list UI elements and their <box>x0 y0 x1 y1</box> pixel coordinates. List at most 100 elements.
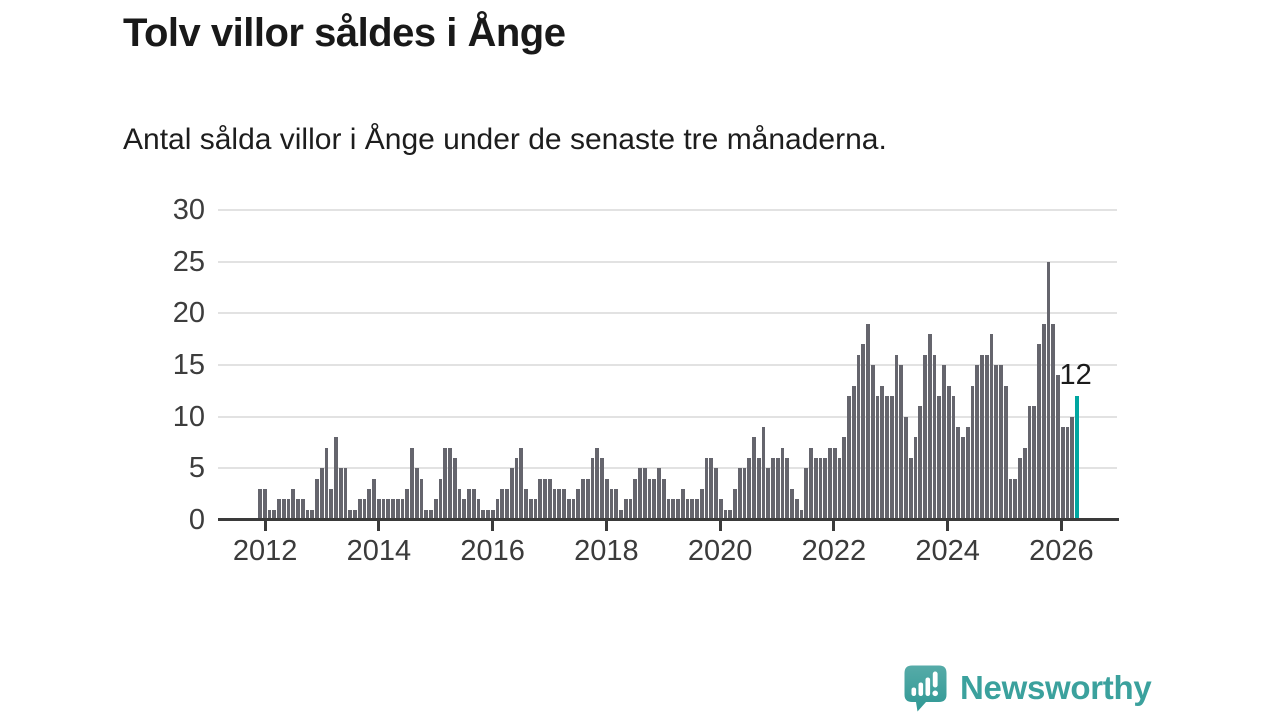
bar <box>471 489 476 520</box>
bar <box>832 447 837 520</box>
bar <box>961 437 965 520</box>
bar <box>942 365 946 520</box>
bar <box>372 478 376 520</box>
bar <box>756 458 761 520</box>
bar <box>324 447 329 520</box>
bar <box>671 499 675 520</box>
plot-area: 12 <box>218 209 1118 520</box>
bar <box>913 437 918 520</box>
bar <box>505 489 509 520</box>
bar <box>533 499 538 520</box>
bar <box>367 489 371 520</box>
bar <box>870 365 875 520</box>
bar <box>918 406 922 520</box>
bar <box>1027 406 1032 520</box>
bar <box>1041 323 1046 520</box>
bar <box>329 489 333 520</box>
bar <box>386 499 390 520</box>
bar <box>514 458 519 520</box>
bar <box>424 509 428 520</box>
bar <box>272 509 276 520</box>
bar <box>680 489 685 520</box>
bar <box>799 509 804 520</box>
bar <box>861 344 865 520</box>
gridline-30 <box>218 209 1117 211</box>
bar <box>557 489 561 520</box>
bar <box>281 499 286 520</box>
bar-series <box>258 210 1079 520</box>
bar <box>999 365 1003 520</box>
bar <box>880 385 884 520</box>
x-tick-label: 2026 <box>1029 535 1094 567</box>
bar <box>495 499 500 520</box>
bar <box>842 437 846 520</box>
bar <box>699 489 704 520</box>
bar <box>286 499 291 520</box>
bar <box>927 334 932 520</box>
x-tick-mark <box>377 521 381 531</box>
bar <box>524 489 528 520</box>
bar <box>956 427 960 520</box>
bar <box>433 499 438 520</box>
bar <box>723 509 728 520</box>
gridline-25 <box>218 260 1117 263</box>
bar <box>718 499 723 520</box>
gridline-15 <box>218 364 1117 366</box>
bar <box>395 499 400 520</box>
bar <box>1032 406 1036 520</box>
bar <box>476 499 481 520</box>
bar <box>1022 447 1027 520</box>
bar <box>657 468 661 520</box>
bar <box>780 447 785 520</box>
bar <box>809 447 813 520</box>
bar <box>899 365 903 520</box>
x-axis-line <box>218 518 1119 521</box>
bar <box>847 396 851 520</box>
page-subtitle: Antal sålda villor i Ånge under de senas… <box>123 123 887 156</box>
bar <box>357 499 362 520</box>
y-tick-label: 30 <box>172 194 205 226</box>
bar <box>258 489 262 520</box>
bar <box>1070 416 1074 520</box>
y-tick-label: 20 <box>172 297 205 330</box>
bar <box>642 468 647 520</box>
bar <box>695 499 699 520</box>
bar <box>733 489 737 520</box>
bar <box>704 458 709 520</box>
bar <box>519 447 523 520</box>
bar <box>975 365 979 520</box>
bar <box>804 468 808 520</box>
bar <box>623 499 628 520</box>
y-tick-label: 25 <box>172 245 205 278</box>
x-tick-mark <box>946 521 950 531</box>
bar <box>851 385 856 520</box>
bar <box>1003 385 1008 520</box>
bar <box>661 478 666 520</box>
bar <box>305 509 310 520</box>
bar <box>666 499 671 520</box>
bar <box>296 499 300 520</box>
bar <box>989 334 994 520</box>
bar <box>965 427 970 520</box>
value-annotation: 12 <box>1059 359 1092 391</box>
y-tick-label: 0 <box>188 504 205 536</box>
bar <box>452 458 457 520</box>
x-tick-label: 2020 <box>687 535 753 567</box>
bar <box>277 499 281 520</box>
gridline-10 <box>218 415 1117 418</box>
bar <box>866 323 870 520</box>
bar <box>376 499 381 520</box>
bar <box>438 478 443 520</box>
bar <box>571 499 576 520</box>
bar <box>362 499 367 520</box>
bar <box>904 416 908 520</box>
bar <box>315 478 319 520</box>
bar <box>348 509 352 520</box>
bar <box>709 458 713 520</box>
bar <box>391 499 395 520</box>
bar <box>1008 478 1013 520</box>
bar <box>771 458 775 520</box>
bar <box>319 468 324 520</box>
newsworthy-logo-icon <box>904 665 947 712</box>
